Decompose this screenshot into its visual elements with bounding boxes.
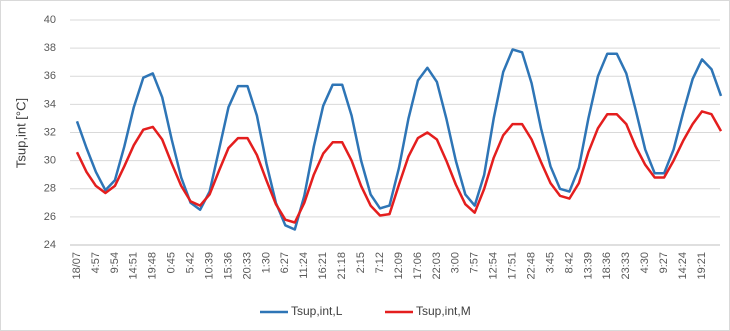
y-tick-label: 28 [44,183,56,195]
x-tick-label: 6:27 [279,252,291,273]
legend-label: Tsup,int,M [416,304,471,318]
y-tick-label: 24 [44,239,56,251]
x-tick-label: 4:57 [90,252,102,273]
data-line [75,110,723,224]
y-tick-label: 38 [44,42,56,54]
x-tick-label: 14:24 [677,252,689,280]
x-tick-label: 18/07 [71,252,83,280]
x-tick-label: 12:54 [488,252,500,280]
y-tick-label: 30 [44,155,56,167]
x-tick-label: 10:39 [203,252,215,280]
x-tick-label: 7:12 [374,252,386,273]
x-tick-label: 3:45 [544,252,556,273]
x-tick-label: 22:48 [525,252,537,280]
x-tick-label: 19:21 [696,252,708,280]
y-tick-label: 32 [44,126,56,138]
x-tick-label: 11:24 [298,252,310,279]
x-tick-label: 17:06 [412,252,424,280]
x-tick-label: 1:30 [260,252,272,273]
x-tick-label: 16:21 [317,252,329,280]
x-tick-label: 8:42 [563,252,575,273]
x-tick-label: 0:45 [166,252,178,273]
x-tick-label: 2:15 [355,252,367,273]
y-tick-label: 26 [44,211,56,223]
x-tick-label: 17:51 [507,252,519,280]
legend-label: Tsup,int,L [291,304,343,318]
y-tick-label: 34 [44,98,56,110]
x-tick-label: 14:51 [128,252,140,280]
x-tick-label: 5:42 [185,252,197,273]
x-tick-label: 9:54 [109,252,121,273]
x-tick-label: 15:36 [222,252,234,280]
x-tick-label: 23:33 [620,252,632,280]
y-tick-label: 36 [44,70,56,82]
x-tick-label: 4:30 [639,252,651,273]
x-tick-label: 19:48 [147,252,159,280]
x-tick-label: 18:36 [601,252,613,280]
x-tick-label: 7:57 [469,252,481,273]
x-tick-label: 3:00 [450,252,462,273]
x-tick-label: 13:39 [582,252,594,280]
x-tick-label: 9:27 [658,252,670,273]
y-axis-title: Tsup,int [°C] [13,98,28,168]
x-tick-label: 22:03 [431,252,443,280]
x-tick-label: 20:33 [241,252,253,280]
x-tick-label: 21:18 [336,252,348,280]
x-tick-label: 12:09 [393,252,405,280]
y-tick-label: 40 [44,14,56,26]
data-line [75,48,723,231]
